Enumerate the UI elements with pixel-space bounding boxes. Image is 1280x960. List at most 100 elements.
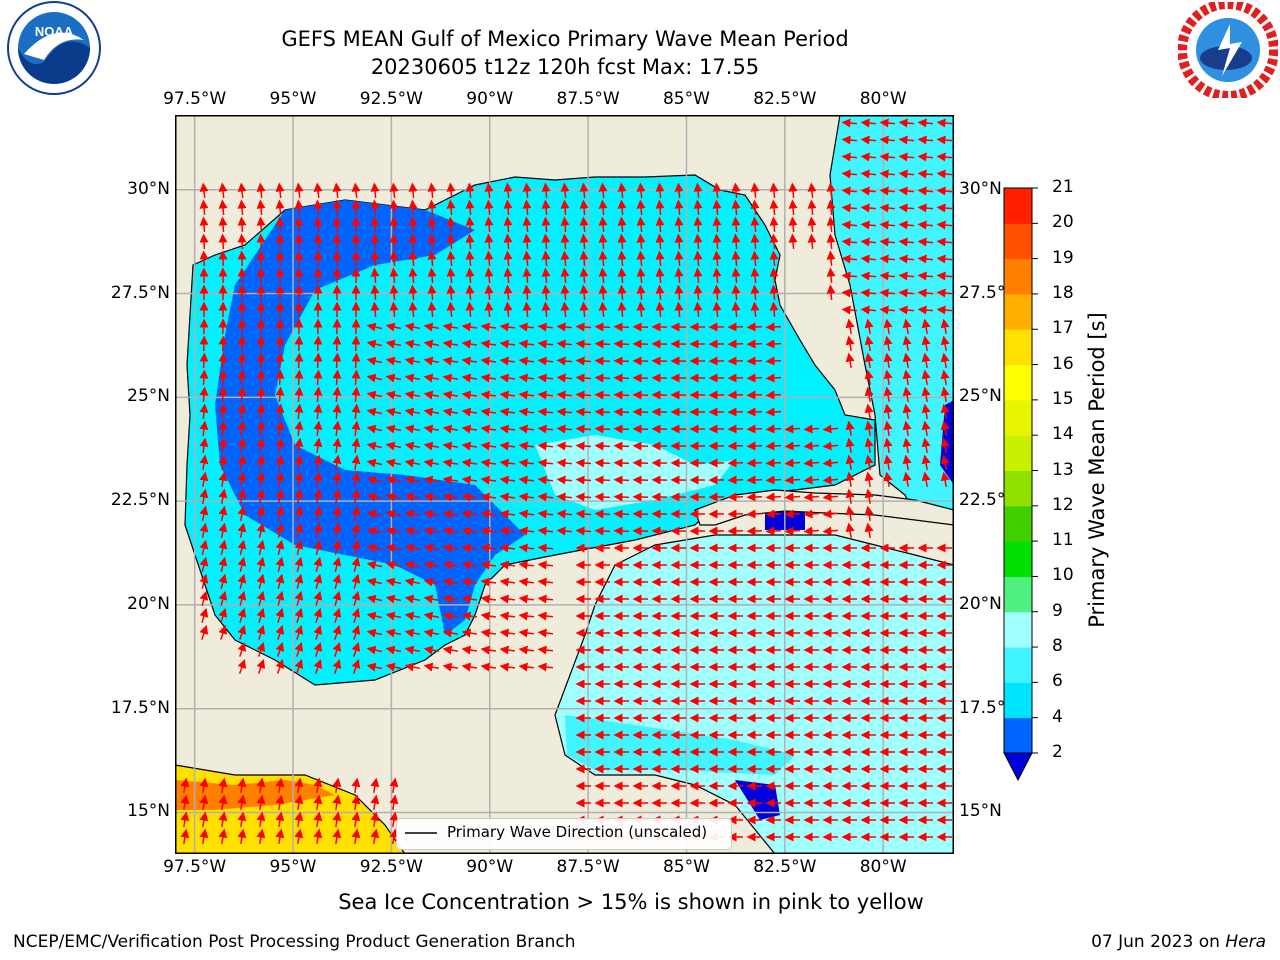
wave-vector (731, 301, 741, 318)
wave-vector (898, 169, 915, 179)
lat-tick-right: 22.5°N (959, 490, 1019, 511)
wave-vector (423, 475, 440, 485)
wave-vector (822, 458, 839, 468)
wave-vector (499, 407, 516, 417)
wave-vector (199, 335, 209, 352)
wave-vector (294, 182, 304, 199)
wave-vector (275, 522, 285, 538)
wave-vector (351, 199, 361, 216)
wave-vector (636, 182, 646, 199)
wave-vector (712, 250, 722, 267)
wave-vector (256, 437, 266, 454)
wave-vector (541, 233, 551, 250)
wave-vector (218, 794, 228, 811)
wave-vector (351, 454, 361, 471)
wave-vector (917, 220, 934, 230)
wave-vector (579, 301, 589, 318)
wave-vector (199, 556, 209, 572)
wave-vector (480, 390, 497, 400)
wave-vector (860, 169, 877, 179)
wave-vector (879, 237, 896, 247)
wave-vector (389, 284, 399, 301)
wave-vector (731, 216, 741, 233)
wave-vector (465, 182, 475, 199)
wave-vector (636, 267, 646, 284)
wave-vector (180, 777, 190, 794)
wave-vector (366, 509, 382, 519)
wave-vector (556, 509, 573, 519)
wave-vector (442, 475, 459, 485)
wave-vector (746, 322, 763, 332)
wave-vector (803, 509, 820, 519)
wave-vector (351, 828, 361, 845)
wave-vector (332, 573, 342, 589)
wave-vector (541, 199, 551, 216)
colorbar-segment (1004, 435, 1032, 471)
wave-vector (423, 492, 440, 502)
wave-vector (332, 454, 342, 471)
nws-logo (1178, 2, 1278, 98)
legend-line-icon (405, 832, 437, 834)
wave-vector (522, 199, 532, 216)
wave-vector (351, 488, 361, 505)
wave-vector (765, 407, 782, 417)
wave-vector (404, 509, 421, 519)
wave-vector (560, 301, 570, 318)
wave-vector (598, 216, 608, 233)
wave-vector (917, 152, 934, 162)
wave-vector (822, 424, 839, 434)
wave-vector (332, 420, 342, 437)
wave-vector (351, 335, 361, 352)
wave-vector (332, 556, 342, 572)
wave-vector (917, 186, 934, 196)
wave-vector (921, 403, 931, 420)
wave-vector (484, 250, 494, 267)
wave-vector (917, 135, 934, 145)
wave-vector (845, 471, 855, 488)
wave-vector (746, 492, 763, 502)
colorbar-tick-label: 4 (1052, 706, 1063, 727)
lat-tick-left: 27.5°N (110, 282, 170, 303)
wave-vector (275, 471, 285, 488)
wave-vector (256, 539, 266, 555)
wave-vector (294, 199, 304, 216)
wave-vector (237, 369, 247, 386)
wave-vector (518, 560, 535, 570)
wave-vector (404, 322, 421, 332)
wave-vector (936, 305, 953, 315)
colorbar-tick-label: 11 (1052, 530, 1074, 551)
wave-vector (693, 267, 703, 284)
wave-vector (404, 526, 421, 536)
wave-vector (404, 407, 421, 417)
wave-vector (613, 390, 630, 400)
wave-vector (385, 662, 402, 672)
wave-vector (313, 216, 323, 233)
wave-vector (575, 424, 592, 434)
wave-vector (480, 441, 497, 451)
wave-vector (461, 322, 478, 332)
wave-vector (218, 539, 228, 555)
wave-vector (275, 250, 285, 267)
wave-vector (537, 628, 554, 638)
wave-vector (218, 556, 228, 572)
wave-vector (332, 199, 342, 216)
wave-vector (294, 828, 304, 845)
lat-tick-left: 20°N (127, 593, 170, 614)
colorbar-segment (1004, 293, 1032, 330)
wave-vector (575, 322, 592, 332)
wave-vector (442, 662, 459, 672)
wave-vector (480, 424, 497, 434)
wave-vector (769, 284, 779, 301)
wave-vector (370, 182, 380, 199)
wave-vector (537, 441, 554, 451)
wave-vector (936, 169, 953, 179)
wave-vector (484, 267, 494, 284)
wave-vector (921, 386, 931, 403)
colorbar-tick-label: 12 (1052, 494, 1074, 515)
wave-vector (442, 458, 459, 468)
wave-vector (921, 471, 931, 488)
wave-vector (465, 216, 475, 233)
wave-vector (765, 441, 782, 451)
wave-vector (370, 301, 380, 318)
wave-vector (351, 811, 361, 828)
